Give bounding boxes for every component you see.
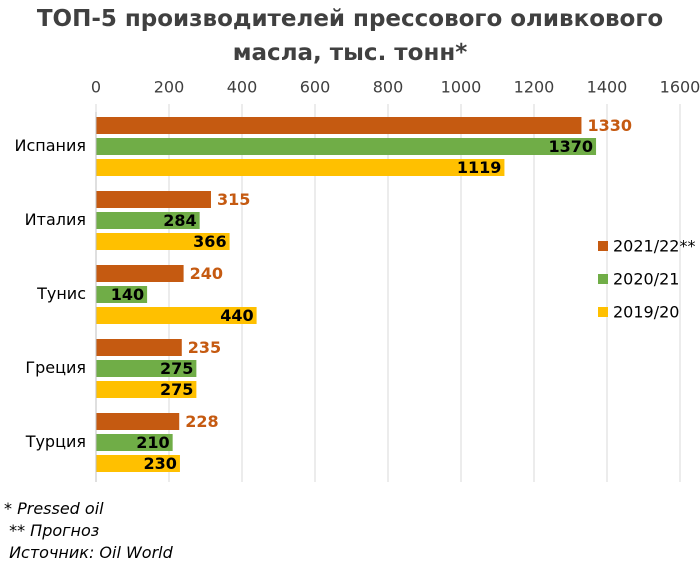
value-label: 1370 xyxy=(549,137,594,156)
legend-swatch xyxy=(598,241,608,251)
bar xyxy=(96,191,211,208)
legend-label: 2020/21 xyxy=(613,270,679,289)
bar xyxy=(96,360,197,377)
value-label: 366 xyxy=(193,232,226,251)
bar xyxy=(96,434,173,451)
x-tick-label: 800 xyxy=(373,78,404,97)
legend-swatch xyxy=(598,307,608,317)
note: Источник: Oil World xyxy=(4,543,173,562)
bar xyxy=(96,212,200,229)
y-tick-label: Италия xyxy=(25,210,86,229)
value-label: 1330 xyxy=(587,116,632,135)
bar xyxy=(96,117,582,134)
bar xyxy=(96,413,180,430)
value-label: 284 xyxy=(163,211,196,230)
bar xyxy=(96,138,597,155)
y-tick-label: Тунис xyxy=(36,284,86,303)
value-label: 210 xyxy=(136,433,169,452)
x-tick-label: 600 xyxy=(300,78,331,97)
notes: * Pressed oil ** Прогноз Источник: Oil W… xyxy=(4,498,173,564)
bar xyxy=(96,159,505,176)
x-tick-label: 1000 xyxy=(441,78,482,97)
note: ** Прогноз xyxy=(4,521,100,540)
value-label: 235 xyxy=(188,338,221,357)
bar xyxy=(96,233,230,250)
x-tick-label: 1200 xyxy=(514,78,555,97)
x-tick-label: 200 xyxy=(154,78,185,97)
note: * Pressed oil xyxy=(4,499,104,518)
bar xyxy=(96,307,257,324)
x-tick-label: 1600 xyxy=(660,78,700,97)
x-tick-label: 400 xyxy=(227,78,258,97)
y-tick-label: Греция xyxy=(25,358,86,377)
value-label: 1119 xyxy=(457,158,502,177)
bar xyxy=(96,381,197,398)
y-tick-label: Турция xyxy=(25,432,86,451)
y-tick-label: Испания xyxy=(14,136,86,155)
bar xyxy=(96,339,182,356)
bar xyxy=(96,265,184,282)
value-label: 275 xyxy=(160,380,193,399)
value-label: 140 xyxy=(111,285,144,304)
x-tick-label: 0 xyxy=(91,78,101,97)
value-label: 315 xyxy=(217,190,250,209)
bar xyxy=(96,455,180,472)
bar xyxy=(96,286,148,303)
value-label: 240 xyxy=(190,264,223,283)
legend-label: 2019/20 xyxy=(613,303,679,322)
value-label: 440 xyxy=(220,306,253,325)
legend-label: 2021/22** xyxy=(613,237,695,256)
value-label: 275 xyxy=(160,359,193,378)
legend-swatch xyxy=(598,274,608,284)
value-label: 230 xyxy=(144,454,177,473)
x-tick-label: 1400 xyxy=(587,78,628,97)
value-label: 228 xyxy=(185,412,218,431)
chart-title: ТОП-5 производителей прессового оливково… xyxy=(36,6,664,66)
